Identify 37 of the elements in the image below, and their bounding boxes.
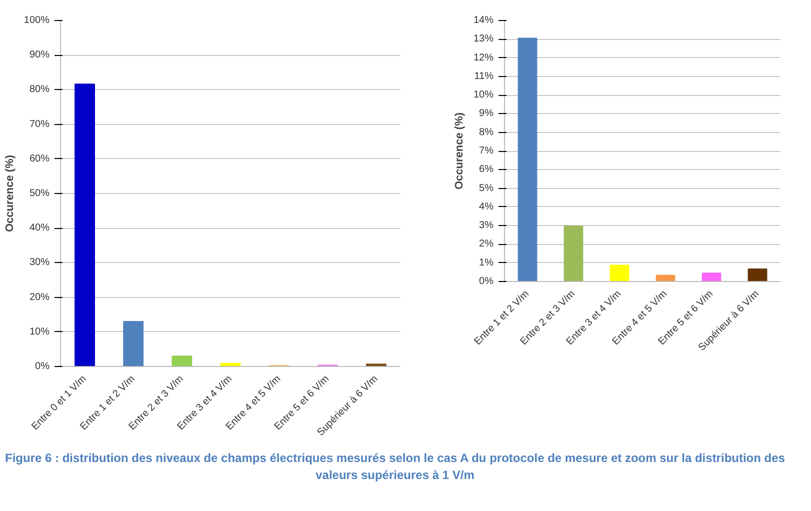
bar (518, 38, 538, 282)
bar (123, 321, 144, 366)
y-tick-label: 0% (35, 361, 50, 372)
y-tick-label: 60% (29, 153, 50, 164)
y-tick-label: 10% (473, 90, 494, 101)
y-tick-label: 3% (479, 220, 494, 232)
y-tick-label: 70% (29, 118, 50, 130)
y-tick-label: 10% (29, 326, 50, 338)
y-tick-label: 9% (479, 108, 494, 120)
y-tick-label: 80% (29, 84, 50, 96)
y-tick-label: 12% (473, 52, 494, 64)
y-tick-label: 14% (473, 15, 494, 26)
y-tick-label: 30% (29, 257, 50, 268)
y-tick-label: 8% (479, 126, 494, 138)
y-tick-label: 100% (24, 15, 50, 26)
y-tick-label: 1% (479, 257, 494, 268)
y-tick-label: 5% (479, 182, 494, 194)
y-tick-label: 40% (29, 222, 50, 234)
bar (748, 268, 768, 282)
y-tick-label: 4% (479, 201, 494, 212)
bar (74, 84, 95, 366)
bar (702, 272, 722, 282)
y-axis-title: Occurence (%) (4, 154, 16, 232)
y-tick-label: 6% (479, 164, 494, 176)
y-tick-label: 20% (29, 292, 50, 303)
y-tick-label: 2% (479, 238, 494, 250)
y-tick-label: 11% (474, 70, 494, 82)
y-tick-label: 50% (29, 188, 50, 199)
bar (172, 356, 192, 366)
bar (564, 226, 584, 282)
y-tick-label: 7% (479, 146, 494, 156)
y-axis-title: Occurence (%) (453, 112, 466, 190)
y-tick-label: 13% (473, 34, 494, 45)
y-tick-label: 90% (29, 50, 50, 61)
bar (610, 264, 630, 282)
y-tick-label: 0% (479, 276, 494, 287)
caption: Figure 6 : distribution des niveaux de champs électriques mesurés selon le cas A du protocole de mesure et zoom sur la distribution des valeurs supérieures à 1 V/m (5, 450, 785, 484)
